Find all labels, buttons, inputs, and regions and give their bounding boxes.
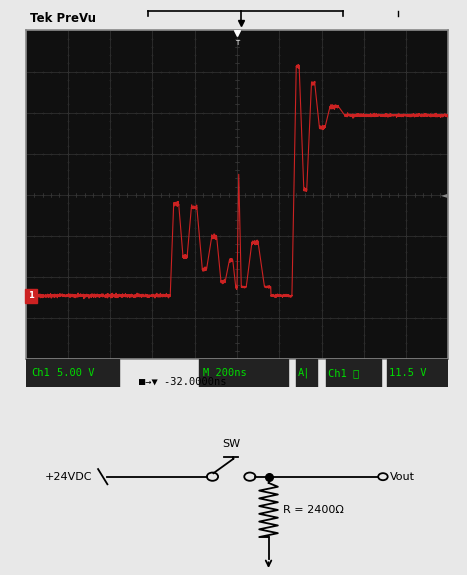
Bar: [296, 359, 317, 387]
Text: SW: SW: [222, 439, 240, 449]
Text: A|: A|: [298, 368, 311, 378]
Text: T: T: [235, 40, 239, 46]
Text: R = 2400Ω: R = 2400Ω: [283, 505, 343, 515]
Text: ◄: ◄: [441, 190, 447, 200]
Bar: [199, 359, 288, 387]
Text: 1: 1: [28, 291, 34, 300]
Text: 5.00 V: 5.00 V: [57, 368, 95, 378]
Text: Ch1 ∯: Ch1 ∯: [328, 368, 359, 378]
Text: Ch1: Ch1: [31, 368, 50, 378]
Text: Tek PreVu: Tek PreVu: [30, 12, 96, 25]
Bar: [26, 359, 119, 387]
Bar: [326, 359, 381, 387]
Bar: [387, 359, 448, 387]
Text: Vout: Vout: [390, 472, 415, 482]
Bar: [25, 289, 37, 302]
Text: 11.5 V: 11.5 V: [389, 368, 427, 378]
Text: M 200ns: M 200ns: [203, 368, 247, 378]
Text: ■→▼ -32.0000ns: ■→▼ -32.0000ns: [139, 377, 226, 387]
Text: +24VDC: +24VDC: [45, 472, 92, 482]
